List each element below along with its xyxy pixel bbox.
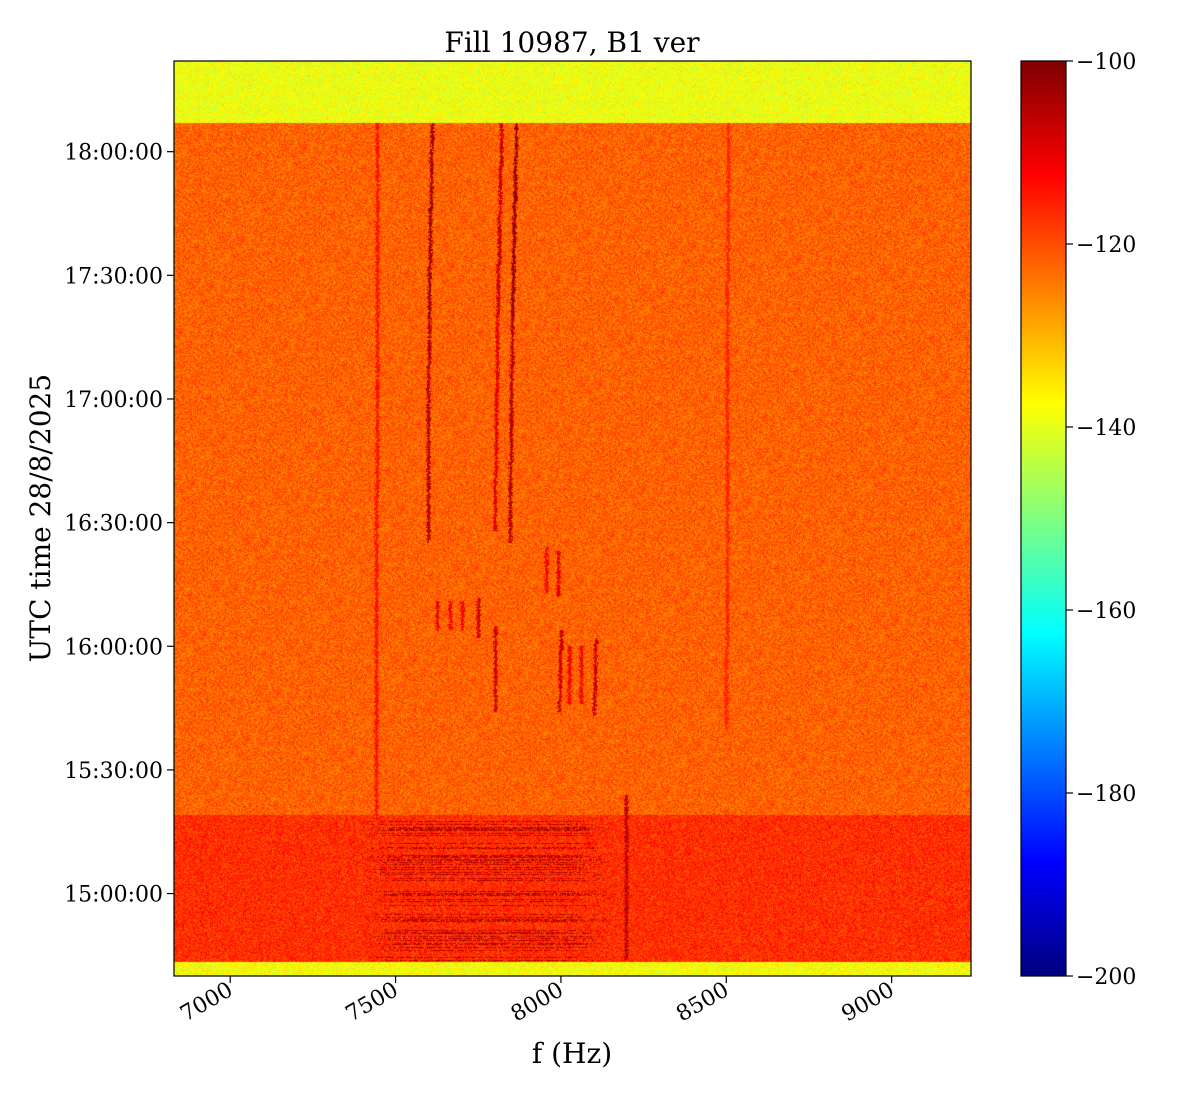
- colorbar-ticks: −100 −120 −140 −160 −180 −200: [1066, 50, 1136, 990]
- x-axis: 7000 7500 8000 8500 9000: [176, 976, 899, 1028]
- colorbar-tick-label: −200: [1076, 965, 1136, 990]
- y-tick-label: 16:00:00: [64, 635, 163, 660]
- y-tick-label: 15:00:00: [64, 883, 163, 908]
- x-tick-label: 7500: [342, 978, 403, 1028]
- y-axis-label: UTC time 28/8/2025: [24, 374, 57, 662]
- y-tick-label: 15:30:00: [64, 759, 163, 784]
- heatmap-image: [174, 61, 971, 976]
- chart-title: Fill 10987, B1 ver: [444, 26, 700, 59]
- plot-area: [173, 60, 972, 977]
- x-tick-label: 8500: [672, 978, 733, 1028]
- colorbar-tick-label: −140: [1076, 416, 1136, 441]
- colorbar-tick-label: −120: [1076, 233, 1136, 258]
- colorbar-gradient: [1020, 60, 1067, 977]
- y-tick-label: 16:30:00: [64, 512, 163, 537]
- x-tick-label: 7000: [176, 978, 237, 1028]
- colorbar: −100 −120 −140 −160 −180 −200: [1020, 50, 1136, 990]
- x-tick-label: 9000: [838, 978, 899, 1028]
- x-axis-label: f (Hz): [532, 1037, 612, 1070]
- colorbar-tick-label: −100: [1076, 50, 1136, 75]
- y-tick-label: 17:30:00: [64, 264, 163, 289]
- y-tick-label: 17:00:00: [64, 388, 163, 413]
- x-tick-label: 8000: [507, 978, 568, 1028]
- plot-frame: [173, 60, 972, 977]
- colorbar-tick-label: −160: [1076, 599, 1136, 624]
- y-tick-label: 18:00:00: [64, 141, 163, 166]
- y-axis: 15:00:00 15:30:00 16:00:00 16:30:00 17:00:00…: [64, 141, 174, 908]
- colorbar-tick-label: −180: [1076, 782, 1136, 807]
